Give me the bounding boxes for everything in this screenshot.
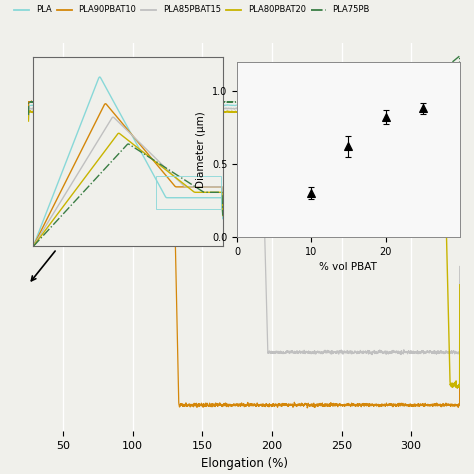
- X-axis label: Elongation (%): Elongation (%): [201, 456, 288, 470]
- Bar: [156, 176, 221, 209]
- Y-axis label: Diameter (μm): Diameter (μm): [196, 111, 206, 188]
- Legend: PLA, PLA90PBAT10, PLA85PBAT15, PLA80PBAT20, PLA75PB: PLA, PLA90PBAT10, PLA85PBAT15, PLA80PBAT…: [11, 2, 373, 18]
- X-axis label: % vol PBAT: % vol PBAT: [319, 262, 377, 272]
